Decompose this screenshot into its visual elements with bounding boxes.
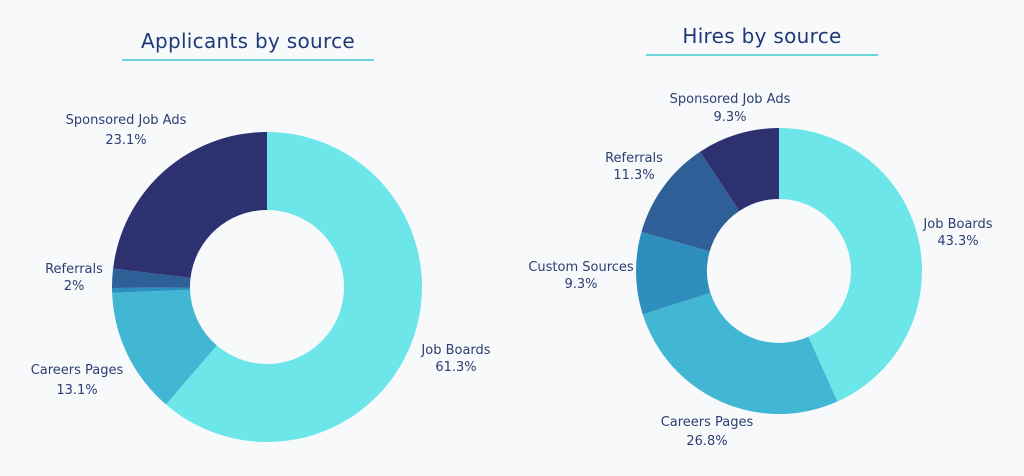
hires-label-careers-pages: Careers Pages (661, 415, 754, 430)
hires-slice-careers-pages-1 (642, 292, 838, 414)
hires-slice-sponsored-job-ads-4 (700, 128, 779, 211)
applicants-chart: Applicants by source Sponsored Job Ads 2… (31, 29, 491, 442)
applicants-value-referrals: 2% (64, 279, 85, 294)
applicants-chart-title: Applicants by source (141, 29, 355, 53)
applicants-value-careers-pages: 13.1% (56, 383, 97, 398)
hires-value-custom-sources: 9.3% (564, 277, 597, 292)
applicants-label-job-boards: Job Boards (420, 343, 490, 358)
hires-donut (636, 128, 922, 414)
hires-value-sponsored-job-ads: 9.3% (713, 110, 746, 125)
hires-chart: Hires by source Sponsored Job Ads 9.3% R… (528, 24, 992, 449)
applicants-value-job-boards: 61.3% (435, 360, 476, 375)
hires-value-referrals: 11.3% (613, 168, 654, 183)
applicants-label-careers-pages: Careers Pages (31, 363, 124, 378)
hires-label-job-boards: Job Boards (922, 217, 992, 232)
hires-slice-job-boards-0 (779, 128, 922, 402)
hires-value-job-boards: 43.3% (937, 234, 978, 249)
hires-slice-custom-sources-2 (636, 231, 711, 315)
applicants-slice-other-2 (112, 287, 191, 293)
hires-label-referrals: Referrals (605, 151, 663, 166)
hires-slice-referrals-3 (641, 151, 740, 252)
applicants-slice-sponsored-job-ads-4 (113, 132, 267, 278)
applicants-slice-job-boards-0 (165, 132, 422, 442)
applicants-value-sponsored-job-ads: 23.1% (105, 133, 146, 148)
hires-chart-title: Hires by source (682, 24, 841, 48)
hires-label-sponsored-job-ads: Sponsored Job Ads (670, 92, 791, 107)
applicants-label-referrals: Referrals (45, 262, 103, 277)
applicants-label-sponsored-job-ads: Sponsored Job Ads (66, 113, 187, 128)
applicants-donut (112, 132, 422, 442)
applicants-slice-referrals-3 (112, 268, 191, 288)
hires-value-careers-pages: 26.8% (686, 434, 727, 449)
applicants-slice-careers-pages-1 (112, 289, 217, 405)
hires-label-custom-sources: Custom Sources (528, 260, 634, 275)
